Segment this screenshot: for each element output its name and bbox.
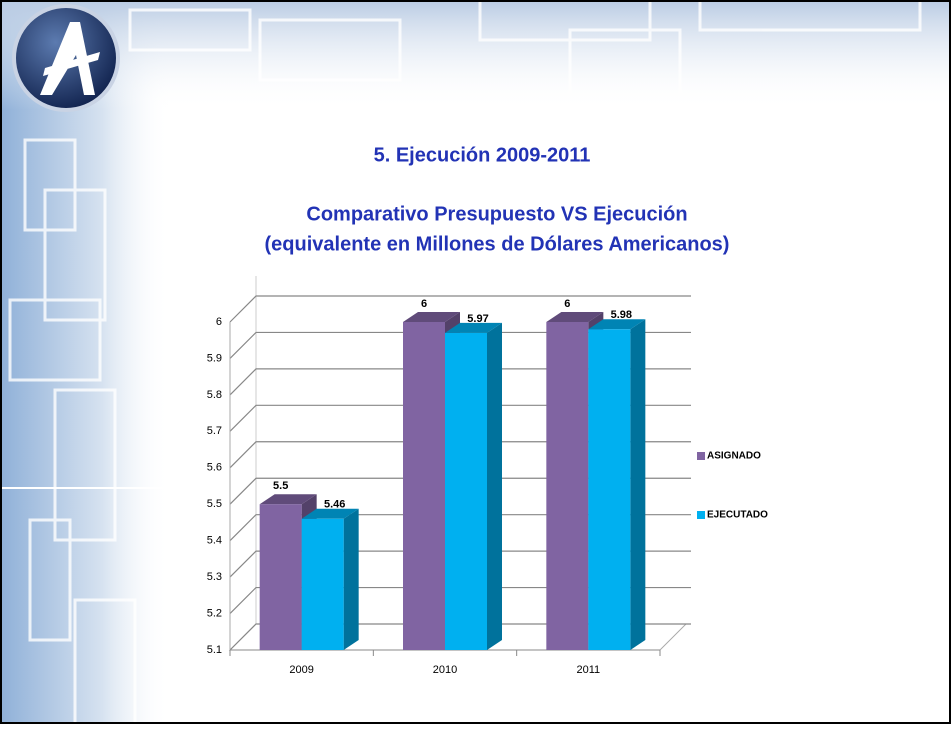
grid-line <box>229 514 691 542</box>
bar-top <box>445 322 502 333</box>
y-tick-label: 6 <box>216 316 222 328</box>
x-tick-label: 2011 <box>577 664 601 676</box>
x-tick-label: 2010 <box>433 664 457 676</box>
y-tick-label: 5.8 <box>207 389 222 401</box>
bar <box>445 322 502 650</box>
bar <box>588 319 646 650</box>
bar-front <box>445 332 487 650</box>
bar-side <box>630 319 646 650</box>
grid-line <box>229 404 691 432</box>
y-tick-label: 5.5 <box>207 498 222 510</box>
bar-front <box>259 504 302 650</box>
y-tick-label: 5.4 <box>207 535 222 547</box>
bar-front <box>546 322 589 650</box>
grid-line <box>229 441 691 469</box>
bar-front <box>301 518 344 650</box>
grid-line <box>229 331 691 359</box>
legend-swatch <box>697 511 705 519</box>
bar <box>301 508 359 650</box>
bar-top <box>546 312 604 322</box>
title: 5. Ejecución 2009-2011 <box>374 144 591 166</box>
grid-line <box>229 623 691 651</box>
value-label: 5.97 <box>467 313 488 325</box>
grid-line <box>229 295 691 323</box>
value-label: 6 <box>564 298 570 310</box>
bar-top <box>259 494 317 505</box>
y-tick-label: 5.7 <box>207 425 222 437</box>
grid-line <box>229 586 691 614</box>
value-label: 5.46 <box>324 499 345 511</box>
logo <box>12 4 120 112</box>
subtitle: (equivalente en Millones de Dólares Amer… <box>265 233 730 255</box>
bar-side <box>487 322 502 650</box>
side-decoration <box>0 0 170 724</box>
bar-top <box>403 312 460 322</box>
y-tick-label: 5.3 <box>207 571 222 583</box>
grid-line <box>229 368 691 396</box>
grid-line <box>229 477 691 505</box>
bar-top <box>588 319 646 330</box>
bar-top <box>301 508 359 519</box>
value-label: 5.5 <box>273 480 288 492</box>
bar-side <box>343 508 359 650</box>
bar-front <box>403 322 445 650</box>
legend-label: ASIGNADO <box>707 451 761 462</box>
top-decoration <box>0 0 951 110</box>
y-tick-label: 5.6 <box>207 462 222 474</box>
legend-swatch <box>697 452 705 460</box>
grid-line <box>229 550 691 578</box>
y-tick-label: 5.1 <box>207 644 222 656</box>
value-label: 5.98 <box>611 309 632 321</box>
legend-label: EJECUTADO <box>707 510 768 521</box>
y-tick-label: 5.9 <box>207 352 222 364</box>
chart: 5.1 5.2 5.3 5.4 5.5 5.6 5.7 5.8 5.9 6 2009 5.5 5.46 2… <box>207 276 768 676</box>
bar-front <box>588 329 631 650</box>
y-tick-label: 5.2 <box>207 607 222 619</box>
subtitle: Comparativo Presupuesto VS Ejecución <box>306 203 687 225</box>
x-tick-label: 2009 <box>289 664 313 676</box>
value-label: 6 <box>421 298 427 310</box>
